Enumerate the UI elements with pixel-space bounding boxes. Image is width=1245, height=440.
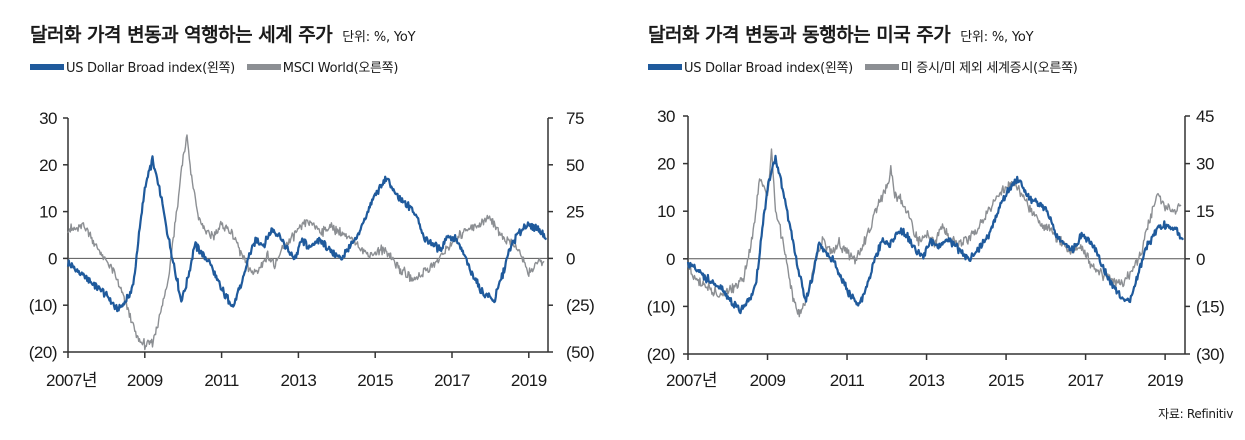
legend-swatch-msci [246,63,281,70]
x-tick-label: 2019 [1147,371,1183,390]
legend-item-msci: MSCI World(오른쪽) [246,57,399,76]
chart-panel-left: 달러화 가격 변동과 역행하는 세계 주가 단위: %, YoY US Dolla… [0,0,620,440]
right-y-tick-label: (30) [1196,345,1224,364]
legend-item-us-vs-world: 미 증시/미 제외 세계증시(오른쪽) [864,57,1078,76]
x-tick-label: 2007년 [666,371,717,390]
right-y-tick-label: (50) [566,343,594,362]
left-y-tick-label: 0 [48,249,57,268]
left-y-tick-label: (10) [647,297,675,316]
left-y-tick-label: (20) [29,343,57,362]
chart-unit: 단위: %, YoY [960,30,1034,45]
left-y-tick-label: (20) [647,345,675,364]
x-tick-label: 2017 [434,371,470,390]
chart-panel-right: 달러화 가격 변동과 동행하는 미국 주가 단위: %, YoY US Dolla… [630,0,1245,440]
right-y-tick-label: 30 [1196,155,1214,174]
left-y-tick-label: 30 [657,107,675,126]
chart-title: 달러화 가격 변동과 동행하는 미국 주가 [648,24,951,46]
left-y-tick-label: 20 [657,155,675,174]
x-tick-label: 2013 [909,371,945,390]
legend-label-us-vs-world: 미 증시/미 제외 세계증시(오른쪽) [900,61,1078,76]
chart-title-row: 달러화 가격 변동과 역행하는 세계 주가 단위: %, YoY [30,20,416,47]
legend-label-usd: US Dollar Broad index(왼쪽) [684,61,853,76]
chart-legend: US Dollar Broad index(왼쪽) 미 증시/미 제외 세계증시… [648,57,1086,76]
x-tick-label: 2009 [127,371,163,390]
series-line-equity [67,134,545,351]
right-y-tick-label: (15) [1196,297,1224,316]
x-tick-label: 2017 [1068,371,1104,390]
right-y-tick-label: 25 [566,203,584,222]
left-y-tick-label: 0 [666,250,675,269]
left-y-tick-label: 10 [39,203,57,222]
legend-swatch-usd [30,63,64,70]
chart-title-row: 달러화 가격 변동과 동행하는 미국 주가 단위: %, YoY [648,20,1034,47]
x-tick-label: 2019 [511,371,547,390]
right-y-tick-label: 0 [1196,250,1205,269]
x-tick-label: 2011 [204,371,239,390]
left-y-tick-label: 30 [39,109,57,128]
series-line-equity [687,148,1182,318]
right-y-tick-label: 0 [566,249,575,268]
x-tick-label: 2015 [988,371,1024,390]
right-y-tick-label: 45 [1196,107,1214,126]
source-note: 자료: Refinitiv [1158,407,1233,421]
right-y-tick-label: 75 [566,109,584,128]
chart-legend: US Dollar Broad index(왼쪽) MSCI World(오른쪽… [30,57,406,76]
x-tick-label: 2011 [830,371,865,390]
right-y-tick-label: 15 [1196,202,1214,221]
left-y-tick-label: 10 [657,202,675,221]
legend-swatch-us-vs-world [864,63,899,70]
chart-plot-left: 30 20 10 0 (10) (20) 75 50 25 0 (25) (50) 2007년 2009 2… [29,109,595,390]
left-y-tick-label: 20 [39,156,57,175]
legend-item-usd: US Dollar Broad index(왼쪽) [648,57,853,76]
x-tick-label: 2007년 [46,371,97,390]
series-line-usd [686,154,1184,315]
legend-item-usd: US Dollar Broad index(왼쪽) [30,57,235,76]
x-tick-label: 2015 [357,371,393,390]
x-tick-label: 2013 [280,371,316,390]
legend-label-usd: US Dollar Broad index(왼쪽) [66,61,235,76]
chart-plot-right: 30 20 10 0 (10) (20) 45 30 15 0 (15) (30) 2007년 2009 2… [647,107,1225,390]
legend-swatch-usd [648,63,682,70]
series-line-usd [66,155,548,313]
chart-title: 달러화 가격 변동과 역행하는 세계 주가 [30,24,333,46]
left-y-tick-label: (10) [29,296,57,315]
x-tick-label: 2009 [750,371,786,390]
right-y-tick-label: (25) [566,296,594,315]
legend-label-msci: MSCI World(오른쪽) [282,61,399,76]
right-y-tick-label: 50 [566,156,584,175]
chart-unit: 단위: %, YoY [342,30,416,45]
